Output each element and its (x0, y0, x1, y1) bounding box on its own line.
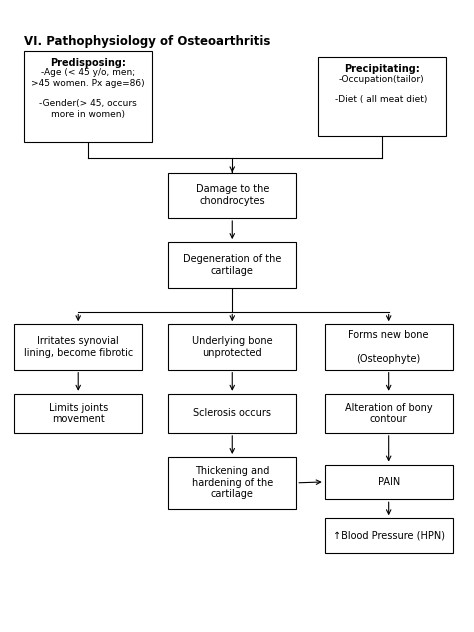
Text: PAIN: PAIN (378, 477, 400, 487)
Text: Forms new bone

(Osteophyte): Forms new bone (Osteophyte) (348, 331, 429, 363)
Text: -Occupation(tailor)

-Diet ( all meat diet): -Occupation(tailor) -Diet ( all meat die… (336, 75, 428, 104)
Text: Irritates synovial
lining, become fibrotic: Irritates synovial lining, become fibrot… (24, 336, 133, 358)
FancyBboxPatch shape (168, 324, 296, 370)
Text: Sclerosis occurs: Sclerosis occurs (193, 408, 271, 418)
Text: ↑Blood Pressure (HPN): ↑Blood Pressure (HPN) (333, 531, 445, 540)
Text: Degeneration of the
cartilage: Degeneration of the cartilage (183, 254, 282, 276)
Text: Thickening and
hardening of the
cartilage: Thickening and hardening of the cartilag… (191, 466, 273, 499)
FancyBboxPatch shape (168, 173, 296, 218)
FancyBboxPatch shape (168, 457, 296, 509)
FancyBboxPatch shape (14, 394, 142, 433)
Text: Underlying bone
unprotected: Underlying bone unprotected (192, 336, 273, 358)
FancyBboxPatch shape (318, 57, 446, 136)
Text: -Age (< 45 y/o, men;
>45 women. Px age=86)

-Gender(> 45, occurs
more in women): -Age (< 45 y/o, men; >45 women. Px age=8… (31, 68, 145, 119)
FancyBboxPatch shape (14, 324, 142, 370)
FancyBboxPatch shape (325, 518, 453, 553)
Text: Alteration of bony
contour: Alteration of bony contour (345, 403, 432, 424)
FancyBboxPatch shape (168, 242, 296, 288)
Text: Limits joints
movement: Limits joints movement (49, 403, 108, 424)
FancyBboxPatch shape (325, 465, 453, 499)
Text: Damage to the
chondrocytes: Damage to the chondrocytes (196, 185, 269, 206)
FancyBboxPatch shape (325, 324, 453, 370)
Text: VI. Pathophysiology of Osteoarthritis: VI. Pathophysiology of Osteoarthritis (24, 35, 270, 48)
FancyBboxPatch shape (168, 394, 296, 433)
FancyBboxPatch shape (325, 394, 453, 433)
FancyBboxPatch shape (24, 51, 152, 142)
Text: Predisposing:: Predisposing: (50, 58, 126, 68)
Text: Precipitating:: Precipitating: (344, 64, 419, 75)
